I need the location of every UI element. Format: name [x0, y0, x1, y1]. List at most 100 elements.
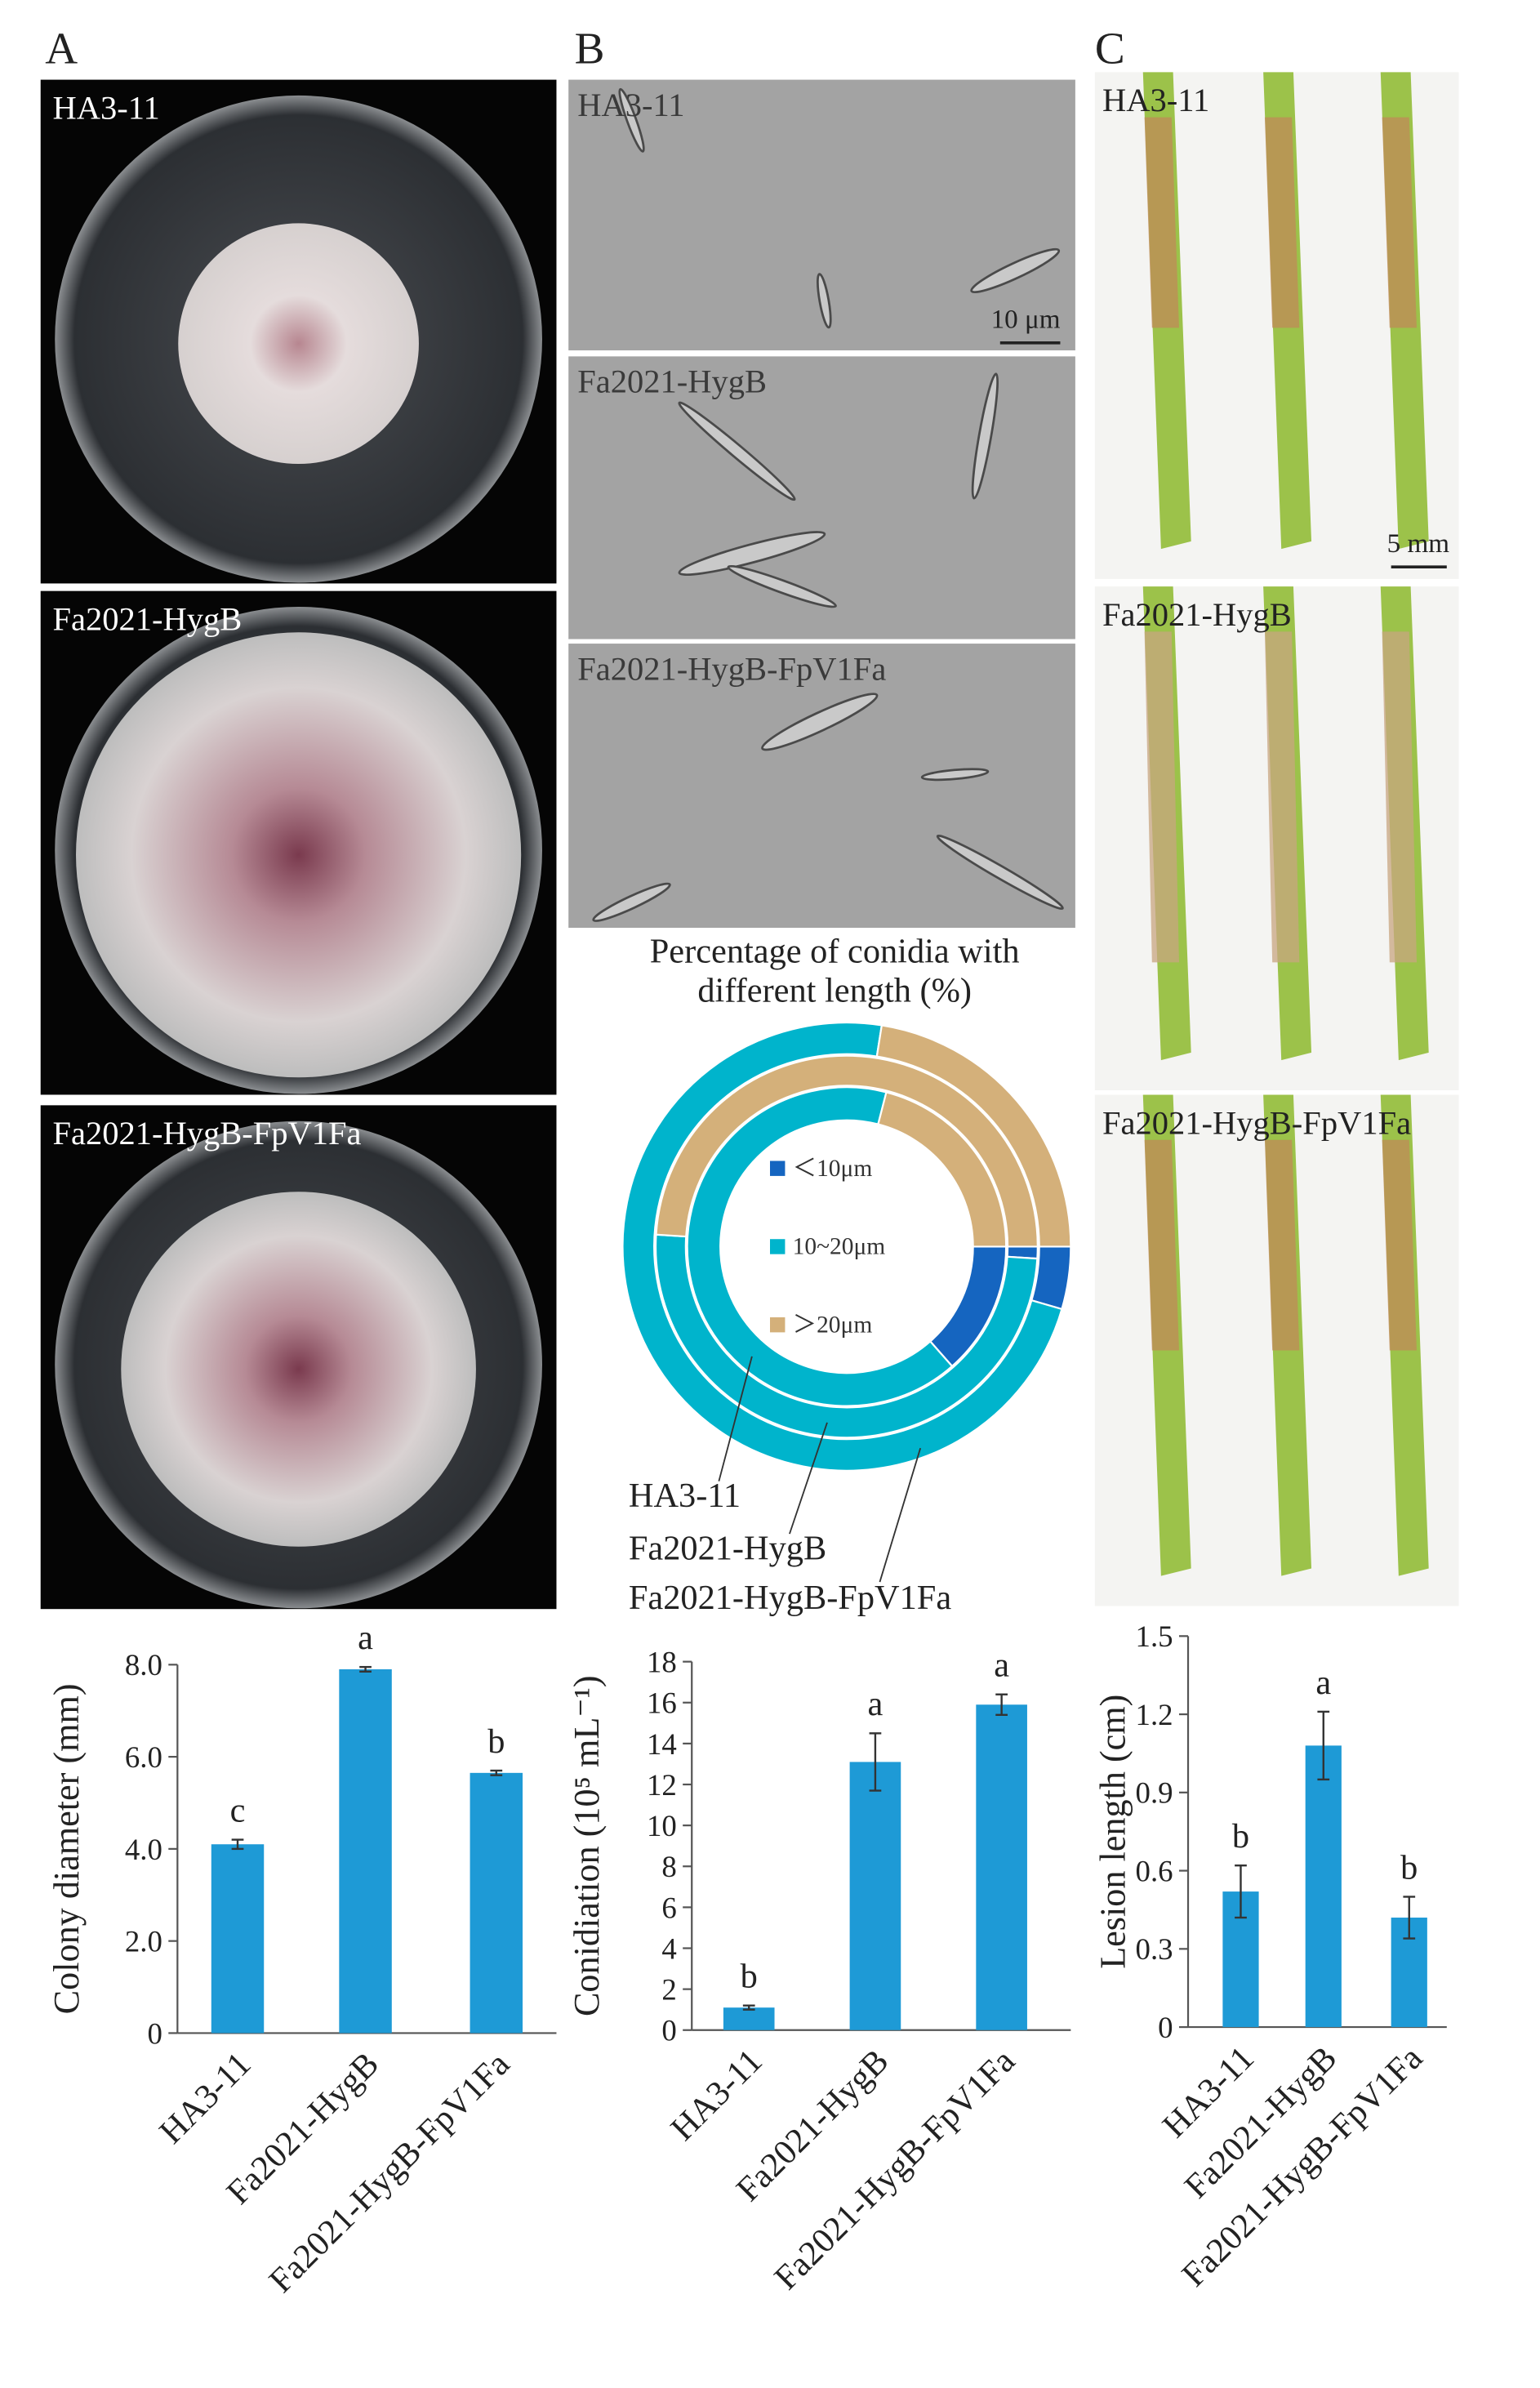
- conidium: [761, 693, 879, 751]
- callout-line: [718, 1356, 753, 1481]
- photo: [568, 644, 1075, 929]
- bar: [723, 2007, 775, 2030]
- y-tick-label: 0.9: [1136, 1776, 1173, 1810]
- bar: [976, 1704, 1027, 2030]
- scale-bar-label: 10 μm: [991, 304, 1061, 334]
- y-tick-label: 10: [647, 1809, 677, 1842]
- significance-letter: b: [741, 1958, 758, 1996]
- photo-label: Fa2021-HygB-FpV1Fa: [577, 650, 886, 687]
- donut-segment: [621, 1021, 1063, 1472]
- bar: [211, 1844, 265, 2034]
- bar: [339, 1668, 392, 2034]
- lesion: [1382, 631, 1417, 963]
- significance-letter: a: [868, 1685, 883, 1723]
- colony: [76, 632, 522, 1078]
- y-tick-label: 1.2: [1136, 1698, 1173, 1731]
- conidium: [970, 247, 1061, 294]
- conidium: [618, 87, 645, 153]
- photo-label: Fa2021-HygB: [577, 363, 767, 400]
- donut-segment: [877, 1091, 1008, 1248]
- y-tick-label: 8.0: [125, 1648, 162, 1682]
- colony: [178, 223, 419, 465]
- y-axis-label: Colony diameter (mm): [47, 1683, 87, 2014]
- legend-swatch: [770, 1239, 786, 1254]
- y-tick-label: 4.0: [125, 1833, 162, 1866]
- legend-label: ＜10μm: [793, 1156, 873, 1182]
- y-tick-label: 0.6: [1136, 1854, 1173, 1887]
- y-tick-label: 12: [647, 1768, 677, 1802]
- significance-letter: c: [230, 1792, 246, 1830]
- y-tick-label: 0.3: [1136, 1932, 1173, 1966]
- callout-line: [789, 1422, 828, 1535]
- lesion: [1144, 1139, 1179, 1351]
- photo-label: Fa2021-HygB: [52, 601, 242, 638]
- series-label: Fa2021-HygB-FpV1Fa: [629, 1579, 951, 1617]
- photo-label: HA3-11: [577, 87, 684, 123]
- photo-label: HA3-11: [52, 89, 159, 126]
- y-tick-label: 0: [661, 2014, 676, 2047]
- panel-label: A: [45, 23, 78, 73]
- significance-letter: b: [1232, 1817, 1249, 1856]
- x-tick-label: Fa2021-HygB-FpV1Fa: [262, 2045, 518, 2301]
- y-tick-label: 6: [661, 1891, 676, 1924]
- series-label: HA3-11: [629, 1477, 741, 1515]
- y-axis-label: Lesion length (cm): [1093, 1695, 1133, 1969]
- y-tick-label: 18: [647, 1646, 677, 1679]
- significance-letter: a: [1315, 1664, 1331, 1702]
- significance-letter: a: [358, 1619, 373, 1657]
- donut-segment: [686, 1086, 954, 1407]
- conidium: [678, 401, 796, 501]
- legend-swatch: [770, 1161, 786, 1176]
- photo-label: Fa2021-HygB-FpV1Fa: [1102, 1104, 1411, 1141]
- conidium: [920, 768, 990, 782]
- bar: [470, 1772, 523, 2034]
- lesion: [1264, 631, 1300, 963]
- photo-label: Fa2021-HygB: [1102, 596, 1292, 633]
- y-tick-label: 2: [661, 1973, 676, 2007]
- photo-label: HA3-11: [1102, 82, 1209, 118]
- x-tick-label: Fa2021-HygB-FpV1Fa: [767, 2042, 1022, 2297]
- y-tick-label: 0: [1158, 2011, 1173, 2044]
- y-tick-label: 4: [661, 1931, 676, 1965]
- conidium: [817, 273, 832, 329]
- significance-letter: a: [994, 1646, 1009, 1685]
- y-tick-label: 2.0: [125, 1925, 162, 1958]
- scale-bar-label: 5 mm: [1387, 528, 1450, 559]
- lesion: [1264, 1139, 1300, 1351]
- conidium: [936, 834, 1064, 910]
- panel-label: B: [575, 23, 605, 73]
- y-axis-label: Conidiation (10⁵ mL⁻¹): [567, 1675, 607, 2016]
- lesion: [1144, 117, 1179, 328]
- panel-label: C: [1095, 23, 1125, 73]
- bar: [1305, 1745, 1342, 2028]
- bar: [849, 1762, 901, 2030]
- significance-letter: b: [487, 1722, 505, 1761]
- conidium: [678, 531, 826, 577]
- conidium: [971, 372, 999, 500]
- donut-title: Percentage of conidia with different len…: [649, 932, 1020, 1009]
- donut-segment: [875, 1024, 1072, 1248]
- colony: [121, 1192, 476, 1547]
- significance-letter: b: [1400, 1848, 1418, 1887]
- callout-line: [879, 1447, 922, 1583]
- y-tick-label: 0: [147, 2016, 162, 2050]
- legend-label: ＞20μm: [793, 1312, 873, 1338]
- x-tick-label: HA3-11: [152, 2045, 258, 2151]
- lesion: [1144, 631, 1179, 963]
- photo-label: Fa2021-HygB-FpV1Fa: [52, 1115, 361, 1152]
- conidium: [592, 882, 671, 922]
- donut-segment: [655, 1054, 1039, 1248]
- series-label: Fa2021-HygB: [629, 1529, 826, 1567]
- lesion: [1264, 117, 1300, 328]
- legend-label: 10~20μm: [793, 1234, 886, 1260]
- donut-segment: [654, 1233, 1039, 1438]
- x-tick-label: HA3-11: [663, 2042, 769, 2148]
- y-tick-label: 1.5: [1136, 1619, 1173, 1653]
- lesion: [1382, 1139, 1417, 1351]
- y-tick-label: 6.0: [125, 1740, 162, 1774]
- lesion: [1382, 117, 1417, 328]
- y-tick-label: 16: [647, 1686, 677, 1720]
- legend-swatch: [770, 1317, 786, 1333]
